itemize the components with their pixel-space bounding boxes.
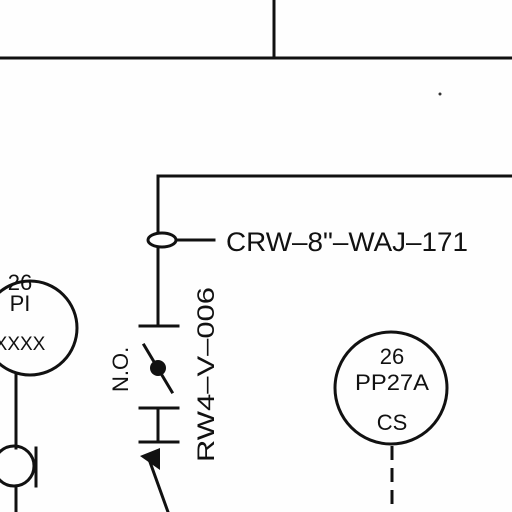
valve-state-label: N.O. [108, 347, 133, 392]
instrument-right-tag: PP27A [355, 370, 429, 395]
scan-speck [438, 92, 442, 96]
instrument-left-loop: 26 [8, 270, 32, 295]
valve-ball [150, 360, 166, 376]
instrument-left-number: XXXX [0, 334, 46, 355]
instrument-bubble-right [333, 330, 449, 446]
instrument-right-function: CS [377, 410, 408, 435]
actuator-arrow-shaft [148, 460, 170, 512]
instrument-left-fitting [0, 444, 36, 488]
line-callout-marker [146, 231, 178, 249]
actuator-arrow-head [140, 448, 160, 470]
instrument-left-function: PI [10, 291, 31, 316]
instrument-right-loop: 26 [380, 344, 404, 369]
instrument-bubble-left [0, 279, 79, 377]
valve-tag-label: RW4–V–006 [193, 287, 220, 462]
line-number-label: CRW–8"–WAJ–171 [226, 227, 468, 257]
